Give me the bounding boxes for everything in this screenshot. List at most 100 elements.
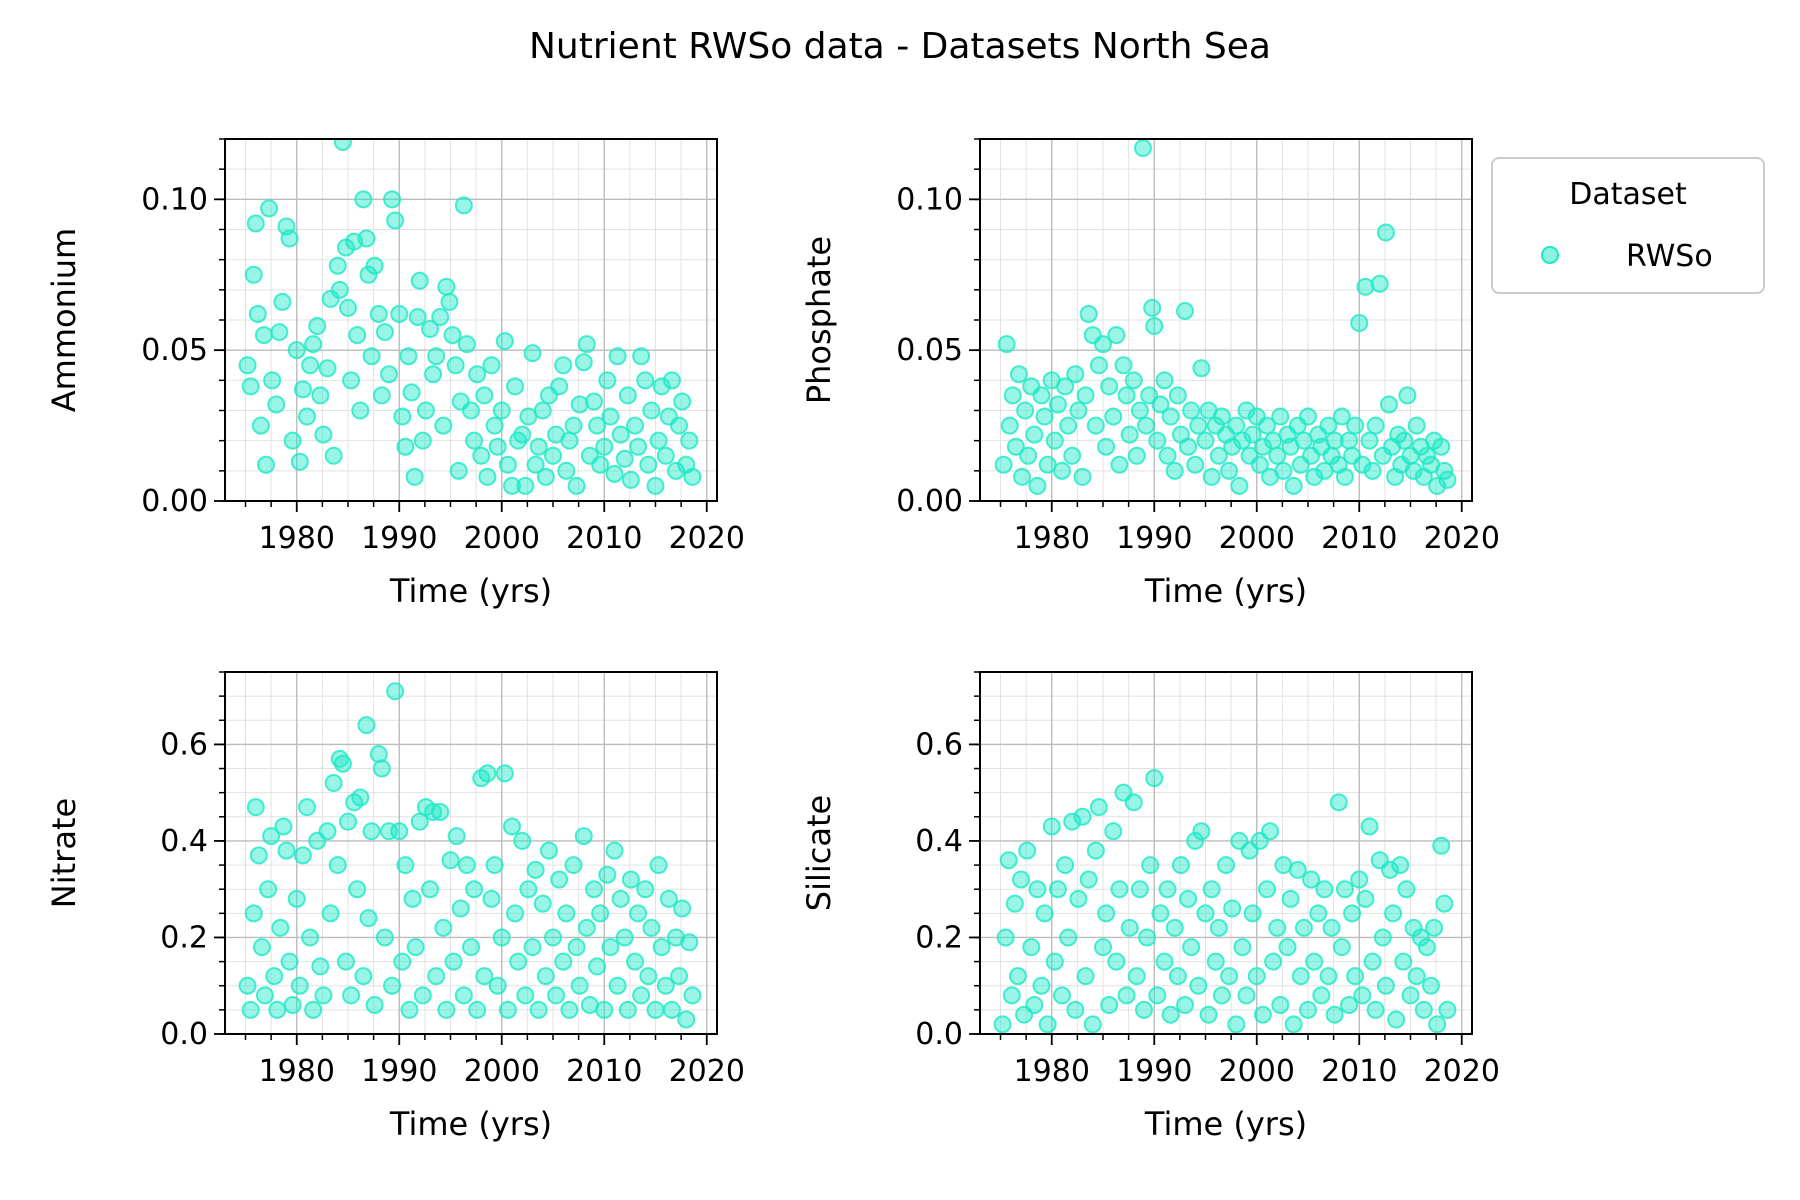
data-point xyxy=(241,1000,260,1019)
data-point xyxy=(1233,431,1252,450)
data-point xyxy=(1319,416,1338,435)
data-point xyxy=(570,976,589,995)
data-point xyxy=(386,211,405,230)
data-point xyxy=(519,880,538,899)
data-point xyxy=(1137,416,1156,435)
data-point xyxy=(1192,822,1211,841)
data-point xyxy=(629,437,648,456)
data-point xyxy=(472,446,491,465)
data-point xyxy=(1432,836,1451,855)
data-point xyxy=(1094,938,1112,957)
data-point xyxy=(526,860,545,879)
data-point xyxy=(434,918,453,937)
data-point xyxy=(1019,446,1038,465)
data-point xyxy=(529,437,548,456)
data-point xyxy=(1237,986,1256,1005)
data-point xyxy=(1391,856,1410,875)
data-point xyxy=(1435,894,1454,913)
data-point xyxy=(1104,407,1123,426)
y-tick-label: 0.10 xyxy=(896,182,963,217)
axes-frame xyxy=(224,671,718,1035)
data-point xyxy=(482,356,501,375)
data-point xyxy=(1063,446,1082,465)
data-point xyxy=(265,967,284,986)
data-point xyxy=(413,431,432,450)
data-point xyxy=(1059,416,1078,435)
data-point xyxy=(443,326,462,345)
data-point xyxy=(1107,952,1126,971)
data-point xyxy=(386,682,405,701)
data-point xyxy=(1299,407,1317,426)
data-point xyxy=(478,764,497,783)
data-point xyxy=(457,335,476,354)
data-point xyxy=(1148,986,1167,1005)
data-point xyxy=(639,455,658,474)
data-point xyxy=(1086,416,1105,435)
data-point xyxy=(1237,401,1256,420)
data-point xyxy=(554,356,573,375)
data-point xyxy=(662,371,681,390)
legend-marker xyxy=(1541,246,1559,264)
data-point xyxy=(673,392,692,411)
data-point xyxy=(1089,798,1108,817)
data-point xyxy=(618,1000,637,1019)
data-point xyxy=(359,265,378,284)
data-point xyxy=(1056,856,1075,875)
data-point xyxy=(1025,425,1044,444)
data-point xyxy=(1120,425,1139,444)
data-point xyxy=(1104,822,1123,841)
data-point xyxy=(444,952,463,971)
data-point xyxy=(1120,918,1139,937)
data-point xyxy=(564,856,583,875)
y-axis-label: Phosphate xyxy=(800,236,838,404)
x-tick-label: 2020 xyxy=(669,521,745,556)
data-point xyxy=(595,1000,614,1019)
data-point xyxy=(1138,928,1157,947)
data-point xyxy=(1097,904,1116,923)
data-point xyxy=(314,425,333,444)
figure-title: Nutrient RWSo data - Datasets North Sea xyxy=(529,26,1271,67)
data-point xyxy=(465,431,484,450)
data-point xyxy=(1428,476,1447,495)
data-point xyxy=(615,928,634,947)
data-point xyxy=(1069,889,1088,908)
data-point xyxy=(1346,967,1365,986)
data-point xyxy=(1346,416,1365,435)
data-point xyxy=(1381,860,1399,879)
data-point xyxy=(652,938,671,957)
data-point xyxy=(406,938,425,957)
data-point xyxy=(1189,976,1208,995)
data-point xyxy=(1332,938,1351,957)
data-point xyxy=(1258,416,1276,435)
y-tick-label: 0.00 xyxy=(896,484,963,519)
data-point xyxy=(1353,455,1372,474)
data-point xyxy=(304,1000,323,1019)
x-tick-label: 2010 xyxy=(566,521,642,556)
data-point xyxy=(1376,976,1395,995)
data-point xyxy=(1350,870,1369,889)
data-point xyxy=(560,1000,579,1019)
data-point xyxy=(533,894,552,913)
x-tick-label: 2010 xyxy=(566,1054,642,1089)
data-point xyxy=(1076,386,1095,405)
data-point xyxy=(1000,416,1019,435)
data-point xyxy=(244,904,263,923)
data-point xyxy=(410,271,429,290)
data-point xyxy=(547,986,566,1005)
data-point xyxy=(670,967,689,986)
data-point xyxy=(567,476,586,495)
data-point xyxy=(1100,996,1119,1015)
data-point xyxy=(1356,889,1375,908)
data-point xyxy=(639,967,658,986)
data-point xyxy=(1094,335,1112,354)
data-point xyxy=(1155,952,1174,971)
data-point xyxy=(468,1000,487,1019)
data-point xyxy=(536,467,555,486)
data-point xyxy=(1199,1005,1218,1024)
data-point xyxy=(1233,938,1252,957)
x-tick-label: 2020 xyxy=(1424,521,1500,556)
data-point xyxy=(673,899,692,918)
data-point xyxy=(280,952,299,971)
data-point xyxy=(1271,407,1290,426)
y-axis-label: Ammonium xyxy=(45,228,83,412)
